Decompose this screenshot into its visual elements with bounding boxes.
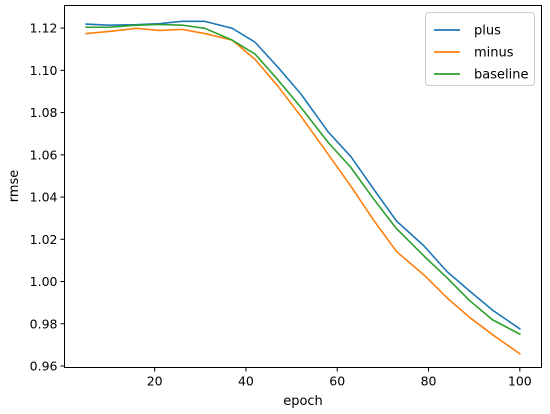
series-line-minus — [85, 27, 521, 355]
y-tick-label: 1.00 — [30, 274, 58, 289]
legend-label-baseline: baseline — [474, 68, 528, 83]
x-tick-label: 20 — [147, 374, 163, 389]
y-axis-label: rmse — [7, 170, 22, 203]
legend-label-minus: minus — [474, 46, 514, 61]
series-line-baseline — [85, 23, 521, 336]
x-tick-label: 40 — [238, 374, 254, 389]
x-tick-label: 80 — [421, 374, 437, 389]
x-tick-label: 60 — [329, 374, 345, 389]
x-axis: 20 40 60 80 100 — [147, 367, 532, 389]
y-tick-label: 1.04 — [30, 190, 58, 205]
series-lines — [85, 20, 521, 355]
y-tick-label: 1.12 — [30, 21, 58, 36]
series-line-plus — [85, 20, 521, 330]
y-tick-label: 1.06 — [30, 147, 58, 162]
y-tick-label: 1.02 — [30, 232, 58, 247]
x-tick-label: 100 — [508, 374, 532, 389]
y-tick-label: 1.08 — [30, 105, 58, 120]
y-tick-label: 0.98 — [30, 316, 58, 331]
x-axis-label: epoch — [283, 394, 323, 409]
y-tick-label: 1.10 — [30, 63, 58, 78]
y-tick-label: 0.96 — [30, 359, 58, 374]
legend-label-plus: plus — [474, 24, 501, 39]
y-axis: 0.96 0.98 1.00 1.02 1.04 1.06 1.08 1.10 1.12 — [30, 21, 65, 374]
legend: plus minus baseline — [425, 12, 535, 86]
